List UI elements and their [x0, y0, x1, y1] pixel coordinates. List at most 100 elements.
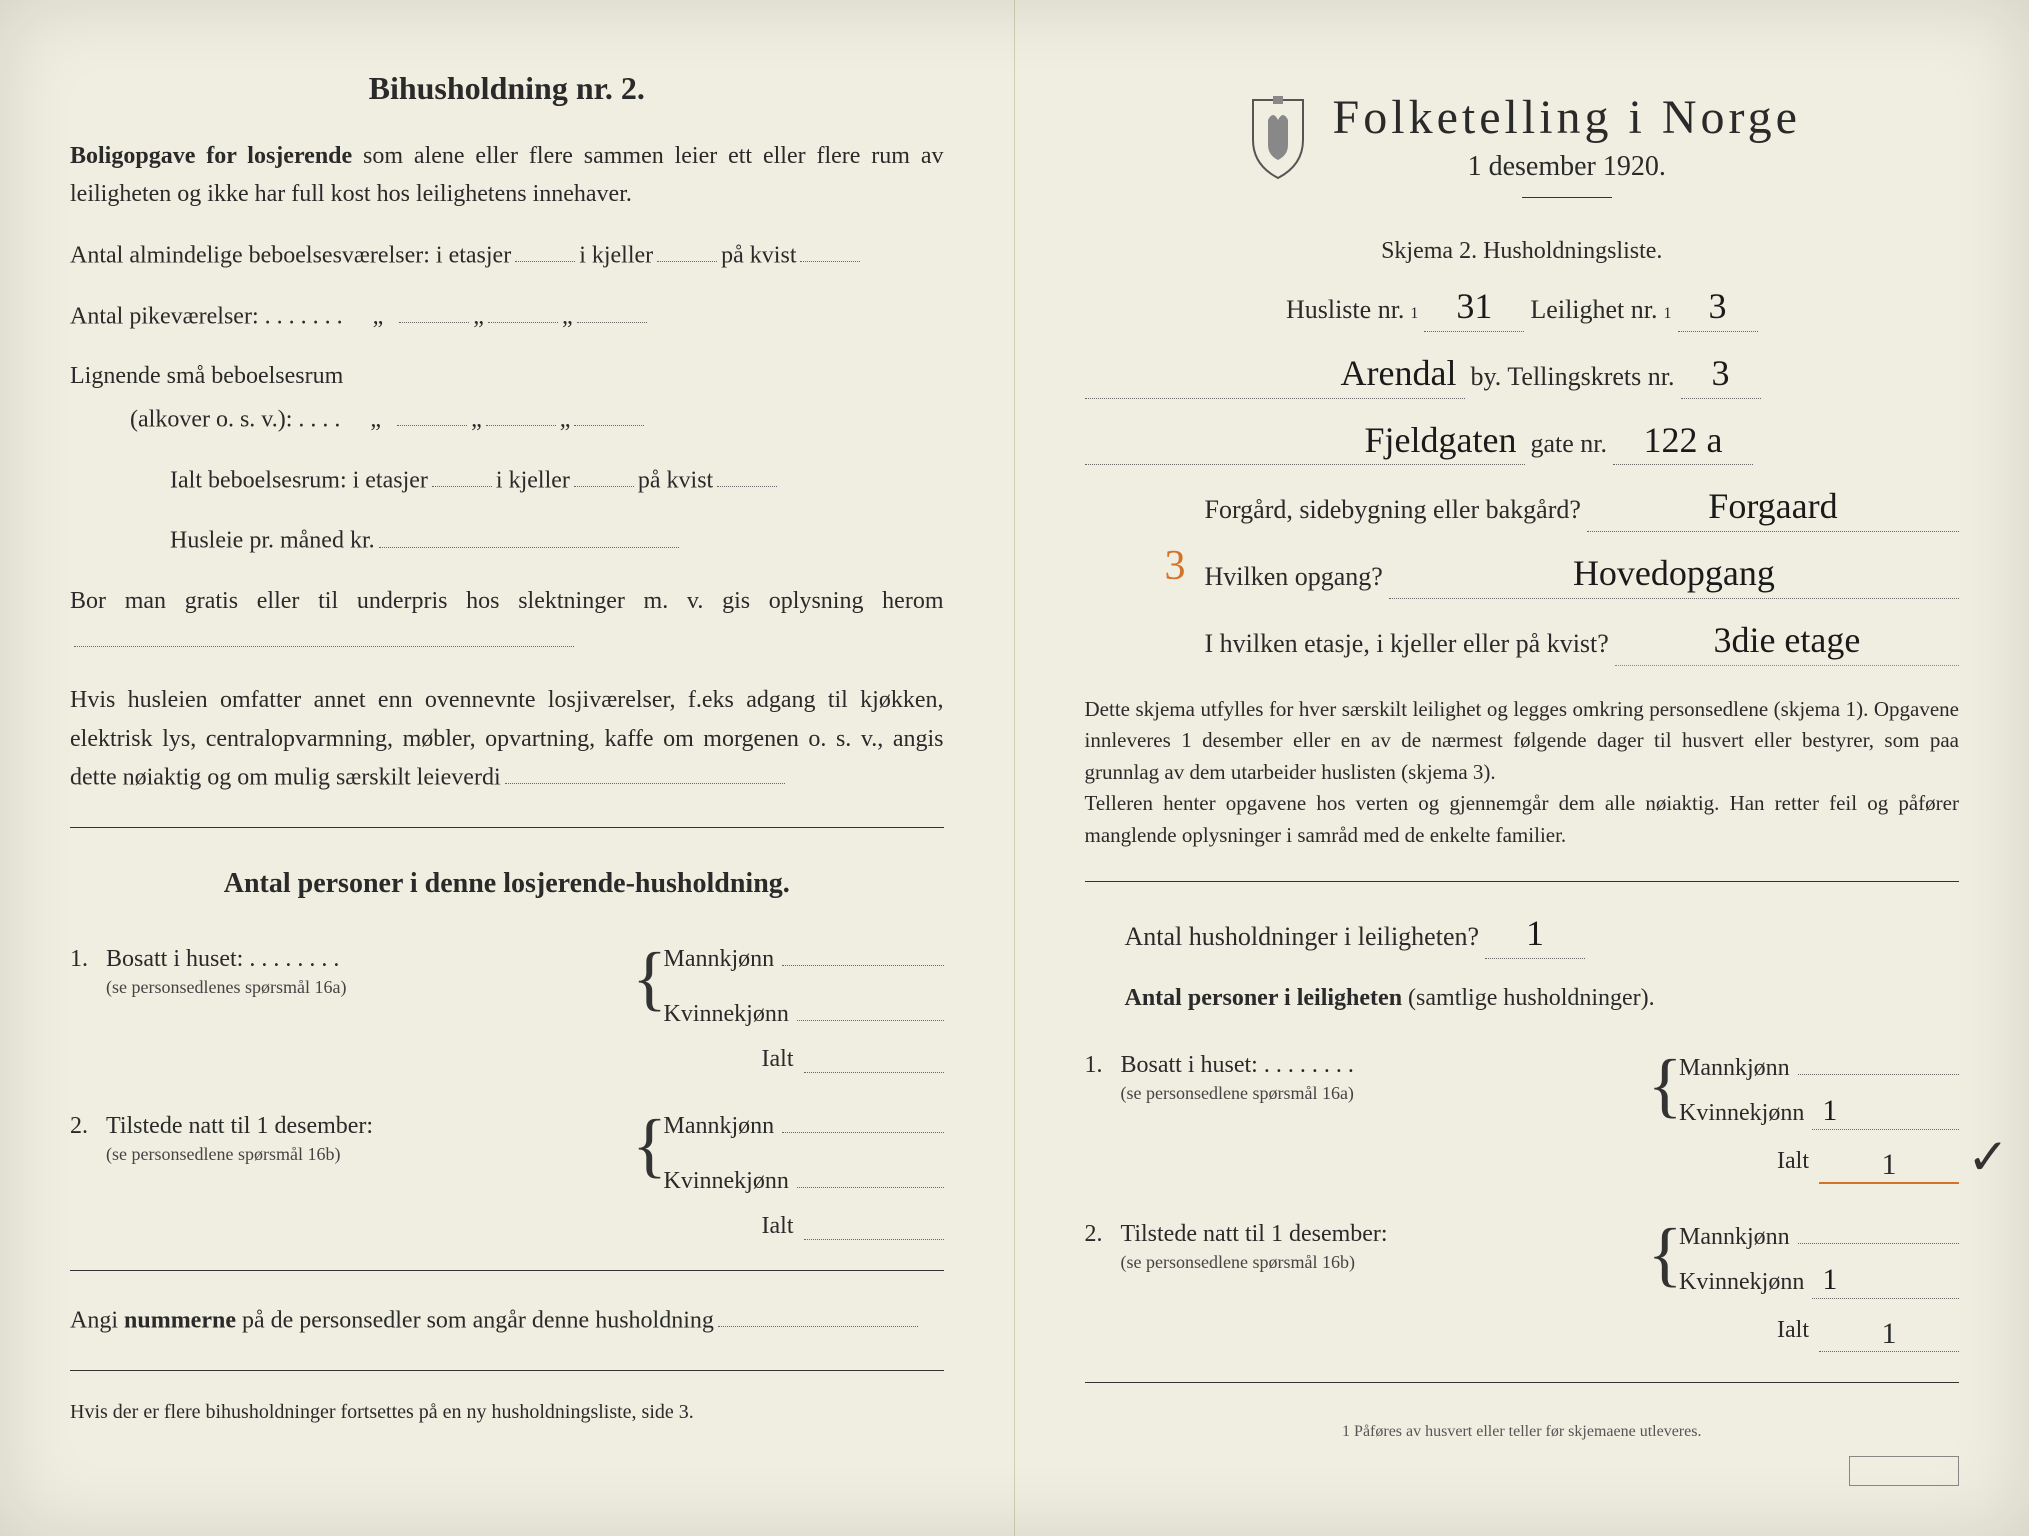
- opgang-line: 3 Hvilken opgang? Hovedopgang: [1085, 552, 1960, 599]
- antal-hush-line: Antal husholdninger i leiligheten? 1: [1085, 912, 1960, 959]
- line-husleie: Husleie pr. måned kr.: [70, 521, 944, 560]
- antal-pers-line: Antal personer i leiligheten (samtlige h…: [1085, 979, 1960, 1017]
- kvinne-val: [797, 985, 944, 1021]
- line1b: i kjeller: [579, 242, 653, 268]
- divider: [1085, 881, 1960, 882]
- blank: [657, 236, 717, 262]
- kvinne-label: Kvinnekjønn: [664, 1001, 789, 1028]
- right-ialt2: Ialt 1: [1085, 1317, 1960, 1352]
- mann-label: Mannkjønn: [664, 1113, 775, 1140]
- blank: [574, 400, 644, 426]
- forgard-label: Forgård, sidebygning eller bakgård?: [1205, 495, 1581, 525]
- item2-num: 2.: [70, 1113, 106, 1140]
- by-label: by. Tellingskrets nr.: [1471, 362, 1675, 392]
- ialt-val: [804, 1213, 944, 1240]
- r-item2-label: Tilstede natt til 1 desember:: [1121, 1221, 1388, 1247]
- ialt-label: Ialt: [1777, 1148, 1809, 1184]
- gatenr-val: 122 a: [1613, 419, 1753, 466]
- mann1-val: [1798, 1039, 1959, 1075]
- line2-label: Antal pikeværelser: . . . . . . .: [70, 303, 343, 329]
- line3b-label: (alkover o. s. v.): . . . .: [130, 406, 340, 432]
- right-footnote: 1 Påføres av husvert eller teller før sk…: [1085, 1423, 1960, 1441]
- left-item1: 1. Bosatt i huset: . . . . . . . . (se p…: [70, 930, 944, 1028]
- subtitle: 1 desember 1920.: [1333, 151, 1801, 183]
- line-gratis: Bor man gratis eller til underpris hos s…: [70, 582, 944, 659]
- skjema-label: Skjema 2. Husholdningsliste.: [1085, 238, 1960, 265]
- line4-label: Ialt beboelsesrum: i etasjer: [170, 467, 428, 493]
- opgang-val: Hovedopgang: [1389, 552, 1959, 599]
- forgard-line: Forgård, sidebygning eller bakgård? Forg…: [1085, 485, 1960, 532]
- angi-bold: nummerne: [124, 1307, 236, 1333]
- item2-sub: (se personsedlene spørsmål 16b): [106, 1144, 340, 1164]
- r-item1-label: Bosatt i huset: . . . . . . . .: [1121, 1052, 1354, 1078]
- leilighet-val: 3: [1678, 285, 1758, 332]
- blank: [397, 400, 467, 426]
- ialt-val: [804, 1046, 944, 1073]
- angi-line: Angi nummerne på de personsedler som ang…: [70, 1301, 944, 1340]
- blank: [717, 461, 777, 487]
- item1-num: 1.: [70, 946, 106, 973]
- brace-icon: {: [636, 930, 664, 1028]
- right-page: Folketelling i Norge 1 desember 1920. Sk…: [1015, 0, 2029, 1536]
- line-beboelse: Antal almindelige beboelsesværelser: i e…: [70, 236, 944, 275]
- mann-label: Mannkjønn: [1679, 1055, 1790, 1082]
- kvinne-val: [797, 1152, 944, 1188]
- item1-label: Bosatt i huset: . . . . . . . .: [106, 946, 339, 972]
- antal-pers-bold: Antal personer i leiligheten: [1125, 985, 1403, 1011]
- kvinne-label: Kvinnekjønn: [1679, 1100, 1804, 1127]
- etasje-val: 3die etage: [1615, 619, 1959, 666]
- divider: [70, 1270, 944, 1271]
- forgard-val: Forgaard: [1587, 485, 1959, 532]
- orange-3-mark: 3: [1165, 542, 1186, 590]
- item1-sub: (se personsedlenes spørsmål 16a): [106, 977, 346, 997]
- blank: [515, 236, 575, 262]
- etasje-label: I hvilken etasje, i kjeller eller på kvi…: [1205, 629, 1609, 659]
- angi-pre: Angi: [70, 1307, 118, 1333]
- ialt-label: Ialt: [762, 1213, 794, 1240]
- right-ialt1: Ialt 1 ✓: [1085, 1148, 1960, 1184]
- by-val: Arendal: [1085, 352, 1465, 399]
- left-subhead: Antal personer i denne losjerende-hushol…: [70, 868, 944, 900]
- ialt2-val: 1: [1819, 1317, 1959, 1352]
- line-alkover-a: Lignende små beboelsesrum: [70, 357, 944, 395]
- line4b: i kjeller: [496, 467, 570, 493]
- item2-label: Tilstede natt til 1 desember:: [106, 1113, 373, 1139]
- blank: [74, 620, 574, 646]
- husliste-line: Husliste nr.1 31 Leilighet nr.1 3: [1085, 285, 1960, 332]
- mann-val: [782, 930, 943, 966]
- ialt-label: Ialt: [762, 1046, 794, 1073]
- by-line: Arendal by. Tellingskrets nr. 3: [1085, 352, 1960, 399]
- instructions: Dette skjema utfylles for hver særskilt …: [1085, 694, 1960, 852]
- antal-hush-val: 1: [1485, 912, 1585, 959]
- header: Folketelling i Norge 1 desember 1920.: [1085, 90, 1960, 228]
- brace-icon: {: [1651, 1208, 1679, 1299]
- mann-label: Mannkjønn: [664, 946, 775, 973]
- line-pike: Antal pikeværelser: . . . . . . . „ „„: [70, 297, 944, 336]
- check-mark: ✓: [1967, 1128, 2009, 1186]
- divider: [1522, 197, 1612, 198]
- line4c: på kvist: [638, 467, 713, 493]
- kvinne-label: Kvinnekjønn: [664, 1168, 789, 1195]
- ialt-label: Ialt: [1777, 1317, 1809, 1352]
- blank: [577, 297, 647, 323]
- blank: [718, 1301, 918, 1327]
- blank: [379, 521, 679, 547]
- divider: [70, 1370, 944, 1371]
- divider: [70, 827, 944, 828]
- husleie-label: Husleie pr. måned kr.: [170, 528, 375, 554]
- husliste-label: Husliste nr.: [1286, 295, 1404, 325]
- krets-val: 3: [1681, 352, 1761, 399]
- gratis-label: Bor man gratis eller til underpris hos s…: [70, 588, 944, 614]
- r-item2-num: 2.: [1085, 1221, 1121, 1248]
- brace-icon: {: [1651, 1039, 1679, 1130]
- left-title: Bihusholdning nr. 2.: [70, 70, 944, 107]
- right-item2: 2. Tilstede natt til 1 desember: (se per…: [1085, 1208, 1960, 1299]
- angi-rest: på de personsedler som angår denne husho…: [236, 1307, 714, 1333]
- r-item1-num: 1.: [1085, 1052, 1121, 1079]
- line-alkover-b: (alkover o. s. v.): . . . . „ „„: [70, 400, 944, 439]
- intro-bold: Boligopgave for losjerende: [70, 143, 352, 169]
- kvinne2-val: 1: [1812, 1263, 1959, 1299]
- gate-line: Fjeldgaten gate nr. 122 a: [1085, 419, 1960, 466]
- line1c: på kvist: [721, 242, 796, 268]
- antal-hush-label: Antal husholdninger i leiligheten?: [1125, 922, 1480, 952]
